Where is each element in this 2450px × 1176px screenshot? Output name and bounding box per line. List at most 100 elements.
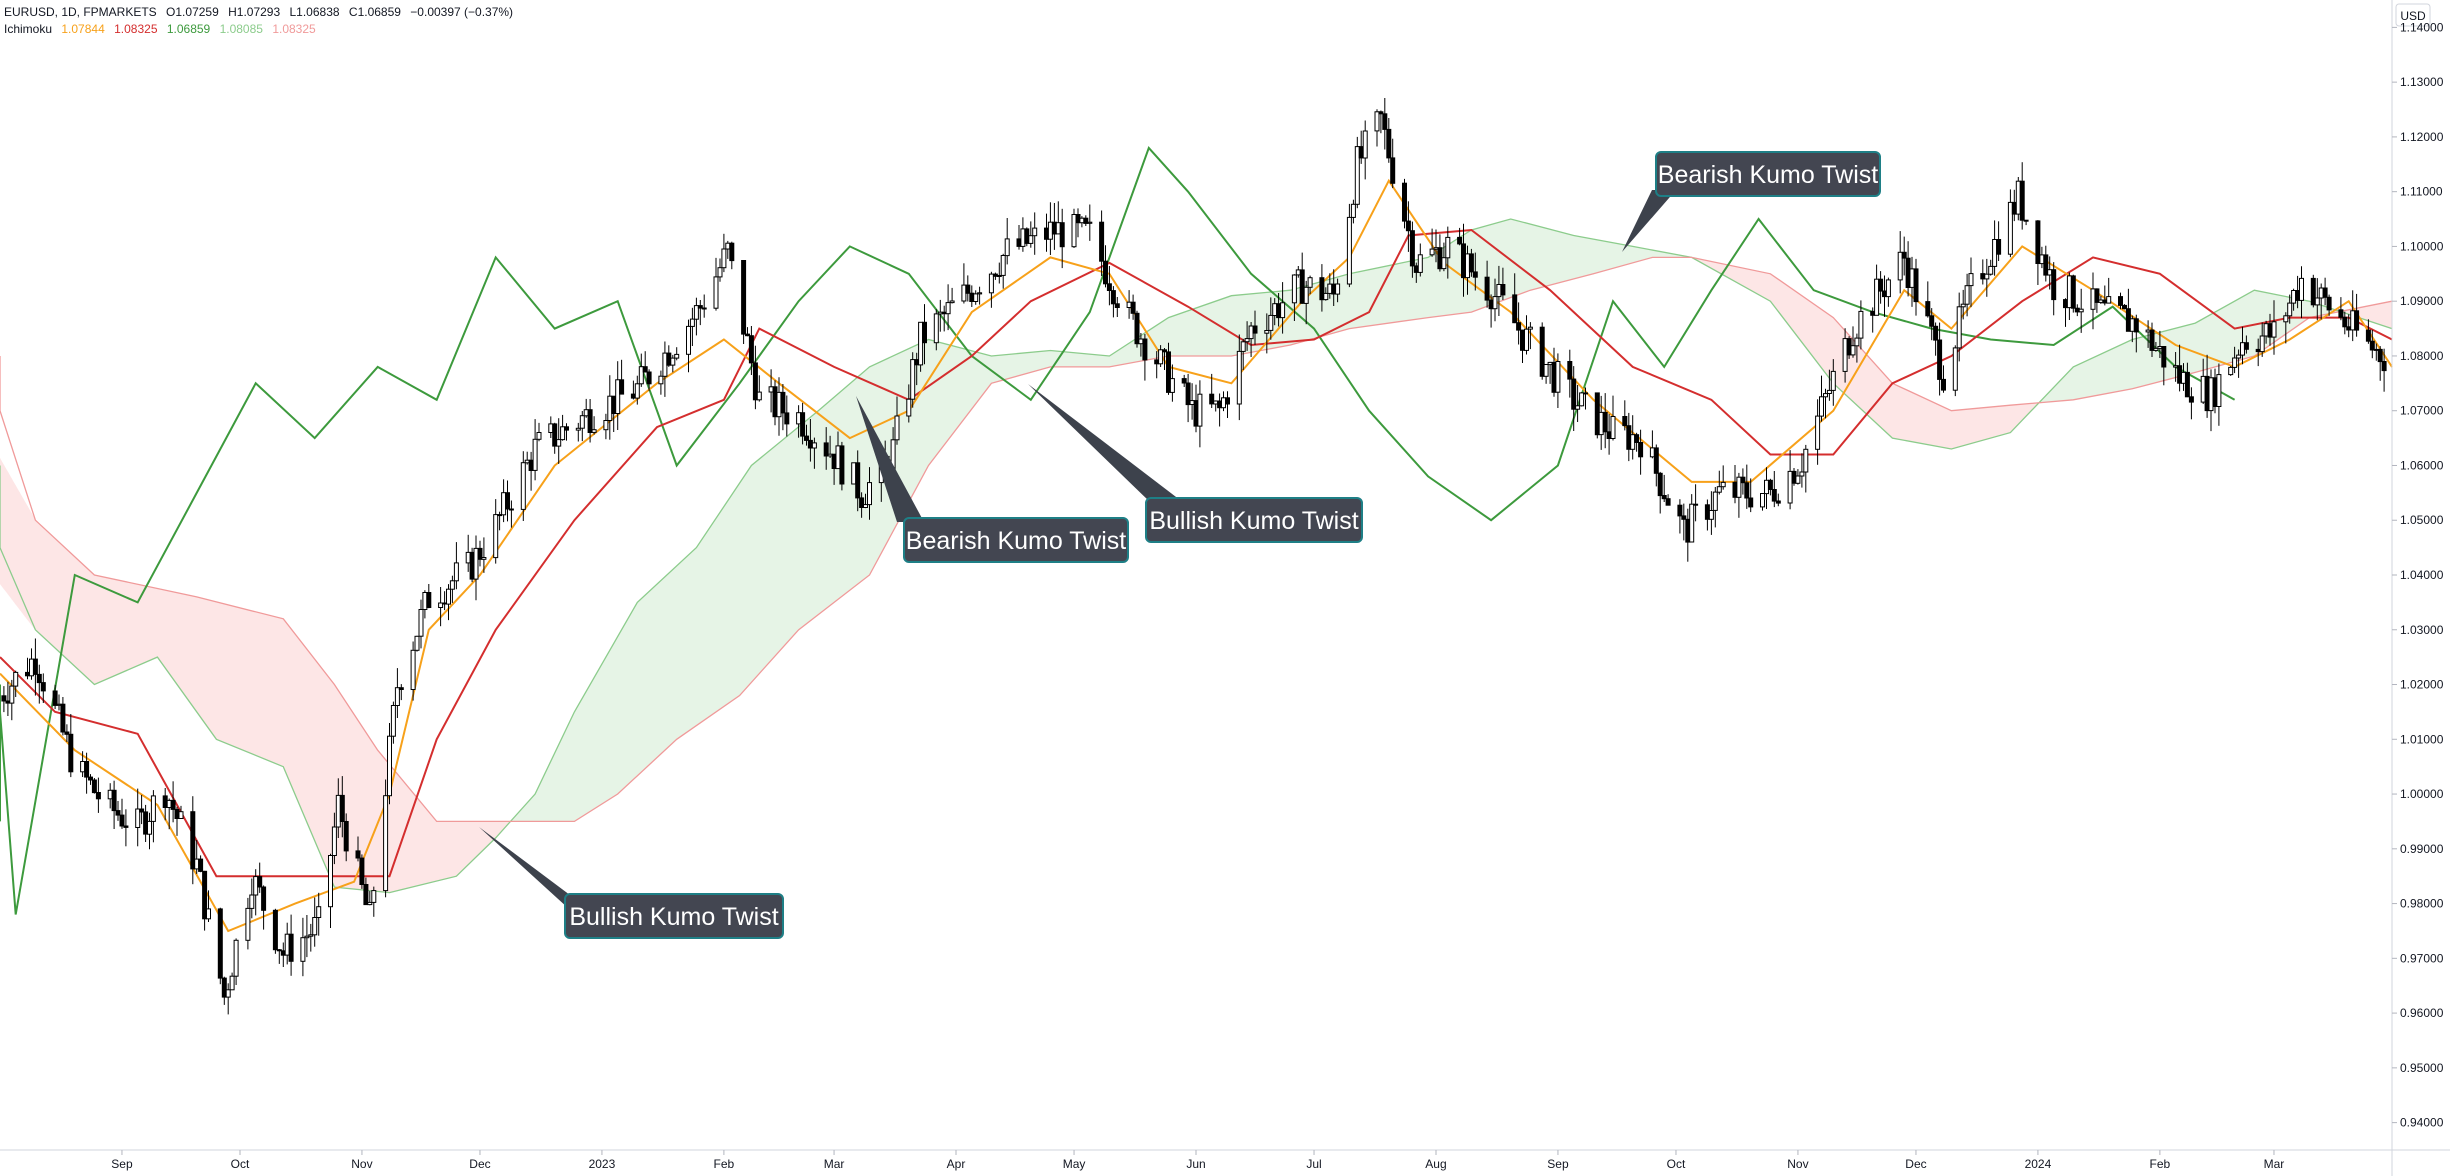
bullish-cloud-segment: [1065, 351, 1071, 368]
bearish-cloud-segment: [1982, 407, 1988, 441]
bullish-cloud-segment: [1010, 353, 1016, 379]
bearish-cloud-segment: [58, 541, 64, 656]
symbol-legend[interactable]: EURUSD, 1D, FPMARKETS O1.07259 H1.07293 …: [4, 5, 519, 19]
currency-badge[interactable]: [2395, 3, 2431, 27]
indicator-value: 1.07844: [61, 22, 105, 36]
candle: [505, 480, 510, 522]
bullish-cloud-segment: [554, 744, 560, 822]
candle: [1527, 322, 1533, 350]
candle: [662, 341, 668, 397]
bearish-cloud-segment: [314, 658, 320, 851]
bullish-cloud-segment: [2088, 357, 2094, 398]
bearish-cloud-segment: [483, 821, 489, 851]
candle: [1225, 391, 1230, 418]
candle: [40, 673, 46, 703]
bullish-cloud-segment: [546, 761, 552, 822]
candle: [1575, 385, 1581, 422]
candle: [532, 419, 538, 481]
candle: [1823, 388, 1828, 419]
candle: [1520, 329, 1525, 363]
bearish-cloud-segment: [302, 643, 308, 823]
candle: [1299, 252, 1305, 304]
candle: [906, 384, 912, 423]
candle: [1543, 364, 1549, 384]
price-tick-label: 1.05000: [2400, 513, 2444, 527]
bullish-cloud-segment: [861, 369, 866, 582]
bullish-cloud-segment: [865, 366, 870, 579]
candle: [1874, 264, 1880, 316]
candle: [1280, 282, 1286, 334]
candle: [1803, 444, 1809, 493]
bullish-cloud-segment: [1105, 355, 1110, 368]
bullish-cloud-segment: [1215, 299, 1220, 357]
price-tick-label: 1.00000: [2400, 787, 2444, 801]
bearish-cloud-segment: [2360, 306, 2365, 320]
candle: [745, 327, 750, 337]
candle: [481, 537, 487, 573]
bullish-cloud-segment: [802, 419, 807, 628]
candle: [741, 260, 747, 344]
candle: [1252, 310, 1258, 345]
bullish-cloud-segment: [574, 703, 579, 822]
candle: [1071, 208, 1077, 248]
annotation-bearish-kumo-twist-2[interactable]: Bearish Kumo Twist: [1655, 151, 1881, 197]
candle: [973, 290, 979, 305]
bearish-cloud-segment: [432, 815, 438, 883]
bearish-cloud-segment: [200, 597, 205, 724]
candle: [910, 352, 916, 408]
bullish-cloud-segment: [656, 579, 662, 759]
bullish-cloud-segment: [1128, 340, 1134, 364]
bullish-cloud-segment: [928, 339, 933, 467]
bullish-cloud-segment: [1608, 241, 1614, 270]
candle: [1374, 109, 1380, 147]
candle: [2153, 342, 2159, 352]
bearish-cloud-segment: [121, 580, 127, 673]
candle: [52, 684, 58, 709]
bearish-cloud-segment: [1813, 303, 1818, 364]
indicator-legend[interactable]: Ichimoku 1.07844 1.08325 1.06859 1.08085…: [4, 22, 322, 36]
time-tick-label: Feb: [714, 1157, 735, 1171]
candle: [1457, 227, 1463, 246]
candle: [60, 697, 66, 736]
candle: [1830, 359, 1836, 406]
candle: [1004, 218, 1010, 265]
candle: [1303, 280, 1309, 325]
bearish-cloud-segment: [1825, 311, 1830, 380]
bearish-cloud-segment: [440, 821, 445, 881]
bullish-cloud-segment: [1364, 269, 1370, 327]
candle: [36, 664, 42, 704]
candle: [308, 923, 314, 952]
annotation-bullish-kumo-twist-2[interactable]: Bullish Kumo Twist: [1145, 497, 1363, 543]
annotation-label: Bullish Kumo Twist: [1149, 507, 1358, 535]
candle: [84, 752, 90, 794]
bullish-cloud-segment: [609, 642, 615, 800]
bullish-cloud-segment: [1026, 351, 1032, 374]
candle: [1197, 380, 1203, 448]
bullish-cloud-segment: [798, 422, 803, 631]
bullish-cloud-segment: [711, 517, 717, 716]
annotation-bearish-kumo-twist-1[interactable]: Bearish Kumo Twist: [903, 517, 1129, 563]
candle: [859, 492, 865, 518]
bullish-cloud-segment: [2317, 303, 2322, 317]
price-tick-label: 0.99000: [2400, 842, 2444, 856]
candle: [150, 790, 156, 843]
candle: [1130, 294, 1136, 320]
candle: [1354, 136, 1360, 209]
time-tick-label: Oct: [231, 1157, 250, 1171]
bearish-cloud-segment: [1809, 300, 1814, 359]
candle: [1024, 227, 1030, 247]
bearish-cloud-segment: [463, 821, 469, 870]
bullish-cloud-segment: [955, 346, 961, 431]
candle: [2125, 288, 2131, 332]
bullish-cloud-segment: [2191, 322, 2196, 374]
candle: [1968, 257, 1974, 308]
bullish-cloud-segment: [1451, 239, 1456, 315]
annotation-bullish-kumo-twist-1[interactable]: Bullish Kumo Twist: [564, 893, 784, 939]
candle: [1929, 308, 1935, 341]
bearish-cloud-segment: [2383, 301, 2389, 328]
bullish-cloud-segment: [2108, 348, 2113, 394]
candle: [591, 416, 597, 435]
candle: [701, 294, 707, 318]
